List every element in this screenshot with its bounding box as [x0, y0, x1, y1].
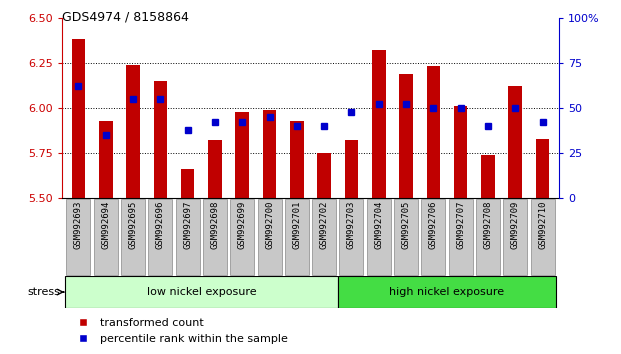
Text: GSM992706: GSM992706 [429, 201, 438, 249]
Bar [235, 112, 249, 198]
Bar [536, 139, 550, 198]
Bar [263, 110, 276, 198]
Bar [208, 141, 222, 198]
Bar [399, 74, 413, 198]
Text: low nickel exposure: low nickel exposure [147, 287, 256, 297]
Text: GSM992695: GSM992695 [129, 201, 138, 249]
Bar [126, 65, 140, 198]
Legend: transformed count, percentile rank within the sample: transformed count, percentile rank withi… [68, 314, 292, 348]
Text: GSM992703: GSM992703 [347, 201, 356, 249]
Bar [285, 199, 309, 275]
Bar [203, 199, 227, 275]
Bar [421, 199, 445, 275]
Bar [454, 106, 468, 198]
Bar [66, 199, 91, 275]
Bar [71, 39, 85, 198]
Bar [509, 86, 522, 198]
Bar [258, 199, 281, 275]
Bar [503, 199, 527, 275]
Text: GDS4974 / 8158864: GDS4974 / 8158864 [62, 11, 189, 24]
Text: GSM992709: GSM992709 [510, 201, 520, 249]
Text: GSM992698: GSM992698 [211, 201, 219, 249]
Bar [338, 276, 556, 308]
Bar [230, 199, 254, 275]
Bar [481, 155, 495, 198]
Text: GSM992694: GSM992694 [101, 201, 111, 249]
Text: GSM992708: GSM992708 [483, 201, 492, 249]
Bar [153, 81, 167, 198]
Text: GSM992699: GSM992699 [238, 201, 247, 249]
Text: GSM992705: GSM992705 [402, 201, 410, 249]
Bar [290, 121, 304, 198]
Text: GSM992700: GSM992700 [265, 201, 274, 249]
Text: GSM992701: GSM992701 [292, 201, 301, 249]
Bar [427, 67, 440, 198]
Text: GSM992707: GSM992707 [456, 201, 465, 249]
Text: high nickel exposure: high nickel exposure [389, 287, 504, 297]
Bar [176, 199, 200, 275]
Bar [530, 199, 555, 275]
Bar [476, 199, 500, 275]
Bar [448, 199, 473, 275]
Bar [372, 50, 386, 198]
Text: stress: stress [28, 287, 61, 297]
Bar [394, 199, 418, 275]
Text: GSM992696: GSM992696 [156, 201, 165, 249]
Text: GSM992697: GSM992697 [183, 201, 192, 249]
Bar [99, 121, 112, 198]
Text: GSM992702: GSM992702 [320, 201, 329, 249]
Bar [367, 199, 391, 275]
Text: GSM992693: GSM992693 [74, 201, 83, 249]
Bar [121, 199, 145, 275]
Bar [148, 199, 173, 275]
Bar [65, 276, 338, 308]
Text: GSM992704: GSM992704 [374, 201, 383, 249]
Bar [181, 169, 194, 198]
Text: GSM992710: GSM992710 [538, 201, 547, 249]
Bar [340, 199, 363, 275]
Bar [94, 199, 118, 275]
Bar [312, 199, 336, 275]
Bar [345, 141, 358, 198]
Bar [317, 153, 331, 198]
